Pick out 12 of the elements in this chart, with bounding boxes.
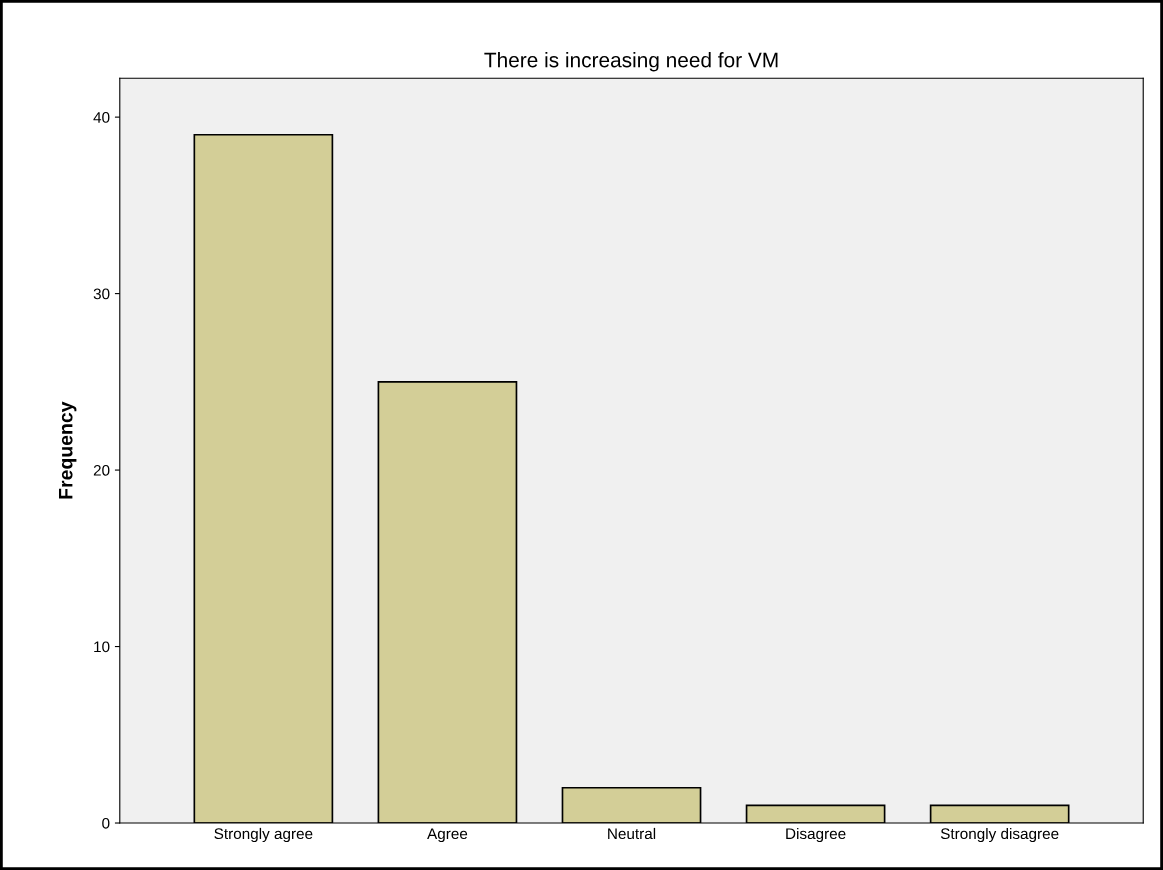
- y-axis-title: Frequency: [59, 401, 77, 499]
- y-tick-label: 0: [102, 817, 110, 829]
- y-tick-label: 10: [94, 641, 110, 653]
- y-tick-label: 20: [93, 464, 110, 476]
- y-tick-label: 30: [93, 288, 110, 300]
- x-tick-label: Agree: [427, 828, 468, 843]
- y-tick-label: 40: [93, 111, 110, 123]
- x-tick-label: Strongly disagree: [940, 827, 1059, 843]
- x-tick-label: Neutral: [608, 827, 656, 840]
- x-tick-label: Strongly agree: [214, 827, 313, 843]
- x-tick-label: Disagree: [786, 827, 846, 843]
- chart-title: There is increasing need for VM: [484, 52, 778, 72]
